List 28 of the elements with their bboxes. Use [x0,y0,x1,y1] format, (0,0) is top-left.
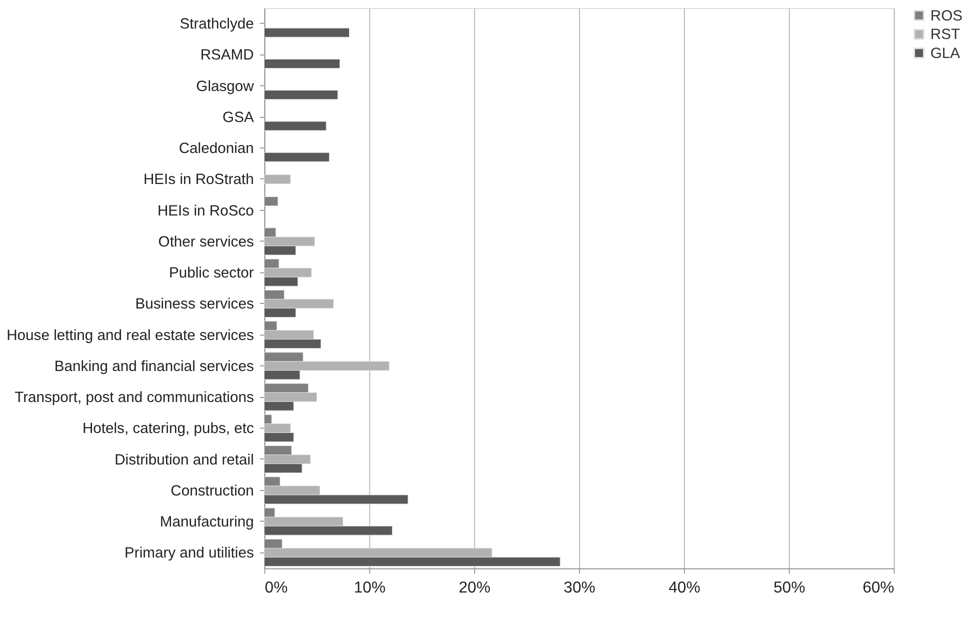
x-tick-label: 60% [862,579,894,596]
y-tick-label: Public sector [168,266,254,282]
legend-label: GLA [930,46,960,62]
y-tick-label: Manufacturing [160,514,254,531]
y-tick-label: Transport, post and communications [14,390,254,406]
y-tick-label: Construction [170,483,254,500]
y-tick-label: Business services [135,296,254,313]
legend-label: ROS [930,8,963,24]
x-tick-label: 40% [668,579,700,596]
y-tick-label: RSAMD [200,48,254,64]
x-tick-label: 50% [774,579,806,596]
y-tick-label: Distribution and retail [114,452,254,468]
y-tick-label: GSA [222,110,254,126]
x-tick-label: 20% [458,579,490,596]
y-tick-label: Banking and financial services [54,358,254,375]
y-tick-label: Caledonian [178,141,254,158]
x-tick-label: 10% [354,579,386,596]
x-tick-label: 0% [264,579,288,596]
y-tick-label: Strathclyde [180,16,254,33]
y-tick-label: Hotels, catering, pubs, etc [82,421,254,438]
legend-label: RST [930,27,960,44]
y-tick-label: HEIs in RoStrath [143,172,254,188]
y-tick-label: House letting and real estate services [6,328,254,344]
y-tick-label: Glasgow [196,78,254,95]
y-tick-label: Primary and utilities [124,546,254,562]
x-tick-label: 30% [564,579,596,596]
y-tick-label: Other services [158,234,254,250]
y-tick-label: HEIs in RoSco [157,203,254,220]
